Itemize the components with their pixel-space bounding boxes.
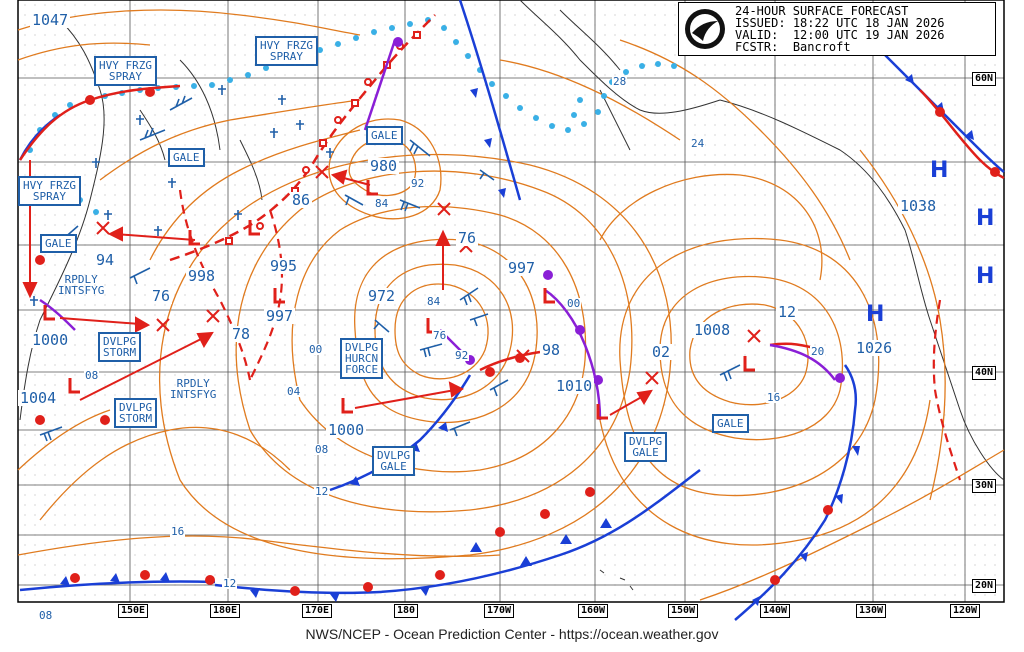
forecast-header-text: 24-HOUR SURFACE FORECAST ISSUED: 18:22 U… xyxy=(735,5,945,53)
pressure-value: 76 xyxy=(456,229,479,247)
pressure-value: 12 xyxy=(776,303,799,321)
forecaster-name: Bancroft xyxy=(792,40,851,54)
longitude-label: 150W xyxy=(668,604,699,618)
pressure-value: 972 xyxy=(366,287,398,305)
rpdly-intsfyg-note: RPDLY INTSFYG xyxy=(170,377,217,401)
surface-troughs xyxy=(178,189,962,481)
isobar-label: 08 xyxy=(38,609,54,622)
pressure-value: 980 xyxy=(368,157,400,175)
product-title: 24-HOUR SURFACE FORECAST xyxy=(735,4,909,18)
isobar-label: 84 xyxy=(374,197,390,210)
storm-track-arrows xyxy=(22,160,653,416)
high-pressure-symbol: H xyxy=(976,264,995,289)
gale-label: GALE xyxy=(40,234,77,253)
high-pressure-symbol: H xyxy=(930,158,949,183)
dvlpg-storm-label: DVLPG STORM xyxy=(98,332,142,362)
gale-label: GALE xyxy=(366,126,403,145)
noaa-logo xyxy=(685,9,725,49)
issued-time: 18:22 UTC 18 JAN 2026 xyxy=(792,16,945,30)
pressure-value: 76 xyxy=(150,287,173,305)
dvlpg-gale-label: DVLPG GALE xyxy=(372,446,416,476)
forecast-header: 24-HOUR SURFACE FORECAST ISSUED: 18:22 U… xyxy=(678,2,996,56)
isobar-label: 08 xyxy=(314,443,330,456)
isobar-label: 08 xyxy=(84,369,100,382)
gale-label: GALE xyxy=(712,414,749,433)
longitude-label: 170W xyxy=(484,604,515,618)
longitude-label: 170E xyxy=(302,604,333,618)
pressure-value: 1047 xyxy=(30,11,71,29)
gale-label: GALE xyxy=(168,148,205,167)
footer-credit: NWS/NCEP - Ocean Prediction Center - htt… xyxy=(305,626,719,642)
pressure-value: 998 xyxy=(186,267,218,285)
rpdly-intsfyg-note: RPDLY INTSFYG xyxy=(58,273,105,297)
issued-label: ISSUED: xyxy=(735,16,786,30)
wind-barbs xyxy=(39,95,741,442)
dvlpg-gale-label: DVLPG GALE xyxy=(624,432,668,462)
future-positions xyxy=(96,165,761,385)
isobar-label: 92 xyxy=(454,349,470,362)
dvlpg-hurcn-force-label: DVLPG HURCN FORCE xyxy=(340,338,384,379)
isobar-label: 24 xyxy=(690,137,706,150)
pressure-value: 1026 xyxy=(854,339,895,357)
isobar-label: 16 xyxy=(766,391,782,404)
hvy-frzg-spray-label: HVY FRZG SPRAY xyxy=(18,176,81,206)
isobar-label: 12 xyxy=(222,577,238,590)
hvy-frzg-spray-label: HVY FRZG SPRAY xyxy=(255,36,318,66)
stationary-front xyxy=(169,14,436,262)
pressure-value: 86 xyxy=(290,191,313,209)
longitude-label: 160W xyxy=(578,604,609,618)
pressure-value: 995 xyxy=(268,257,300,275)
pressure-value: 78 xyxy=(230,325,253,343)
weather-map xyxy=(17,0,1005,621)
pressure-value: 02 xyxy=(650,343,673,361)
pressure-value: 98 xyxy=(540,341,563,359)
warm-front-bumps xyxy=(35,87,1000,596)
pressure-value: 1004 xyxy=(18,389,59,407)
isobar-label: 76 xyxy=(432,329,448,342)
longitude-label: 140W xyxy=(760,604,791,618)
pressure-value: 997 xyxy=(506,259,538,277)
latitude-label: 60N xyxy=(972,72,997,86)
longitude-label: 120W xyxy=(950,604,981,618)
dvlpg-storm-label: DVLPG STORM xyxy=(114,398,158,428)
isobar-label: 28 xyxy=(612,75,628,88)
isobar-label: 00 xyxy=(566,297,582,310)
freezing-spray-symbols xyxy=(30,85,334,306)
high-pressure-symbol: H xyxy=(866,302,885,327)
longitude-label: 130W xyxy=(856,604,887,618)
pressure-value: 997 xyxy=(264,307,296,325)
latitude-label: 40N xyxy=(972,366,997,380)
occluded-fronts xyxy=(39,39,836,421)
isobar-label: 20 xyxy=(810,345,826,358)
pressure-value: 1000 xyxy=(326,421,367,439)
pressure-value: 1000 xyxy=(30,331,71,349)
isobar-label: 00 xyxy=(308,343,324,356)
pressure-value: 1008 xyxy=(692,321,733,339)
pressure-value: 1038 xyxy=(898,197,939,215)
longitude-label: 150E xyxy=(118,604,149,618)
valid-label: VALID: xyxy=(735,28,779,42)
hvy-frzg-spray-label: HVY FRZG SPRAY xyxy=(94,56,157,86)
isobar-label: 04 xyxy=(286,385,302,398)
high-pressure-symbol: H xyxy=(976,206,995,231)
pressure-value: 1010 xyxy=(554,377,595,395)
valid-time: 12:00 UTC 19 JAN 2026 xyxy=(792,28,945,42)
latitude-label: 30N xyxy=(972,479,997,493)
isobar-label: 92 xyxy=(410,177,426,190)
isobar-label: 84 xyxy=(426,295,442,308)
isobar-label: 12 xyxy=(314,485,330,498)
longitude-label: 180E xyxy=(210,604,241,618)
forecaster-label: FCSTR: xyxy=(735,40,779,54)
latitude-label: 20N xyxy=(972,579,997,593)
isobar-label: 16 xyxy=(170,525,186,538)
pressure-value: 94 xyxy=(94,251,117,269)
longitude-label: 180 xyxy=(394,604,419,618)
